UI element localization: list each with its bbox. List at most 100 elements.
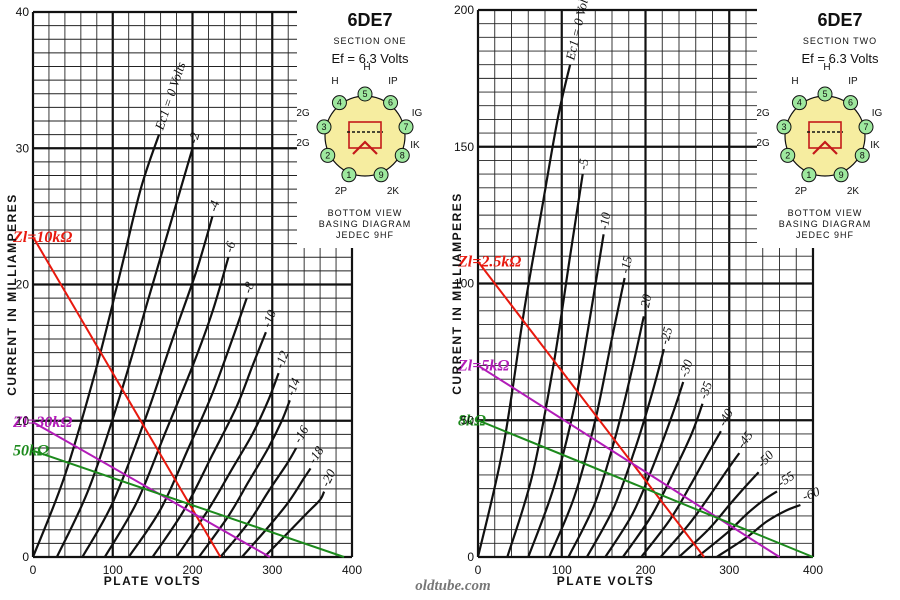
x-tick-label: 0 [475,563,482,577]
plate-curve [127,297,248,558]
load-line [32,449,345,558]
plate-curve [716,503,801,558]
pin-number: 2 [785,150,790,160]
load-line-label: 50kΩ [13,443,49,460]
x-tick-label: 200 [635,563,655,577]
x-tick-label: 100 [103,563,123,577]
socket-pin [833,167,849,183]
pin-number: 9 [839,170,844,180]
cathode-element [352,140,378,155]
curve-label: -55 [774,468,797,490]
pin-number: 6 [388,98,393,108]
plot-grid [31,10,354,559]
curve-label: -10 [596,211,614,231]
pin-number: 3 [321,122,326,132]
socket-pin [854,147,870,163]
chart-title: 6DE7 [817,10,862,30]
pin-role-label: 2G [296,108,310,119]
pin-role-label: IK [410,140,420,151]
load-line [477,364,781,558]
triode-element [348,121,382,149]
y-tick-label: 0 [22,550,29,564]
curve-label: -12 [271,348,291,370]
y-tick-label: 150 [454,140,474,154]
y-tick-label: 30 [16,141,30,155]
pin-number: 9 [379,170,384,180]
plate-curve [31,134,161,558]
plate-curve [151,331,267,558]
pin-number: 2 [325,150,330,160]
pin-role-label: IK [870,140,880,151]
curve-label: -50 [754,447,777,470]
socket-pin [383,95,399,111]
pin-role-label: 2P [795,186,808,197]
diagram-caption: BASING DIAGRAM [319,219,412,229]
pin-number: 5 [362,89,367,99]
diagram-caption: BOTTOM VIEW [328,208,403,218]
section-one-plot: Ec1 = 0 Volts-2-4-6-8-10-12-14-16-18-20Z… [5,5,435,588]
curve-label: -40 [714,406,736,429]
socket-pin [373,167,389,183]
plate-curve [263,491,326,558]
pin-role-label: 2G [756,108,770,119]
pin-role-label: H [791,76,798,87]
socket-pin [331,95,347,111]
load-lines: Zl=10kΩ Zl=30kΩ 50kΩ [12,229,345,558]
pin-number: 1 [806,170,811,180]
curve-label: -16 [290,423,312,446]
pin-role-label: 2G [296,138,310,149]
plate-curve [81,216,214,558]
socket-pin [780,147,796,163]
pin-number: 4 [337,98,342,108]
y-tick-label: 10 [16,414,30,428]
y-tick-label: 200 [454,3,474,17]
curve-label: -2 [185,130,203,145]
pin-role-label: 2K [387,186,400,197]
section-two-plot: Ec1 = 0 Volts-5-10-15-20-25-30-35-40-45-… [450,0,895,588]
chart-subtitle: SECTION TWO [803,36,877,46]
load-line-label: Zl=2.5kΩ [457,254,521,271]
tube-info-box: 6DE7 SECTION ONE Ef = 6.3 Volts 1 2 3 4 5 6 7 8 9 H H… [296,8,435,248]
plate-curve [585,348,665,558]
x-axis-title: PLATE VOLTS [557,574,654,588]
pin-role-label: 2P [335,186,348,197]
plate-curve [476,64,572,558]
curve-label: -25 [656,325,675,346]
pin-number: 1 [346,170,351,180]
pin-role-label: H [823,62,830,73]
curve-label: -60 [800,483,822,503]
x-tick-label: 100 [552,563,572,577]
load-line [32,421,271,558]
basing-diagram: 1 2 3 4 5 6 7 8 9 H H IP 2G IG 2G IK 2P 2K [296,62,422,197]
diagram-caption: JEDEC 9HF [796,230,854,240]
socket-pin [843,95,859,111]
plate-curve [219,447,298,558]
heater-voltage-label: Ef = 6.3 Volts [802,51,879,66]
heater-voltage-label: Ef = 6.3 Volts [332,51,409,66]
curve-label: -10 [259,307,280,329]
curve-label: -14 [283,375,303,397]
pin-role-label: 2K [847,186,860,197]
plate-curve [55,147,194,558]
cathode-element [812,140,838,155]
load-line-label: Zl=10kΩ [12,229,72,246]
y-tick-label: 40 [16,5,30,19]
load-lines: Zl=2.5kΩ Zl=5kΩ 8kΩ [457,254,814,558]
load-line [477,261,705,558]
pin-role-label: H [331,76,338,87]
plate-curve [103,256,230,558]
plate-curve [640,430,722,558]
plate-curve [696,490,778,558]
socket-pin [394,147,410,163]
x-tick-label: 300 [719,563,739,577]
plate-curve [548,277,626,558]
pin-number: 4 [797,98,802,108]
watermark-text: oldtube.com [415,578,490,594]
y-axis-title: CURRENT IN MILLIAMPERES [450,192,464,395]
pin-role-label: IP [848,76,858,87]
y-tick-label: 50 [461,413,475,427]
y-tick-label: 100 [454,277,474,291]
plate-curve [621,403,704,558]
y-tick-label: 20 [16,278,30,292]
pin-role-label: H [363,62,370,73]
